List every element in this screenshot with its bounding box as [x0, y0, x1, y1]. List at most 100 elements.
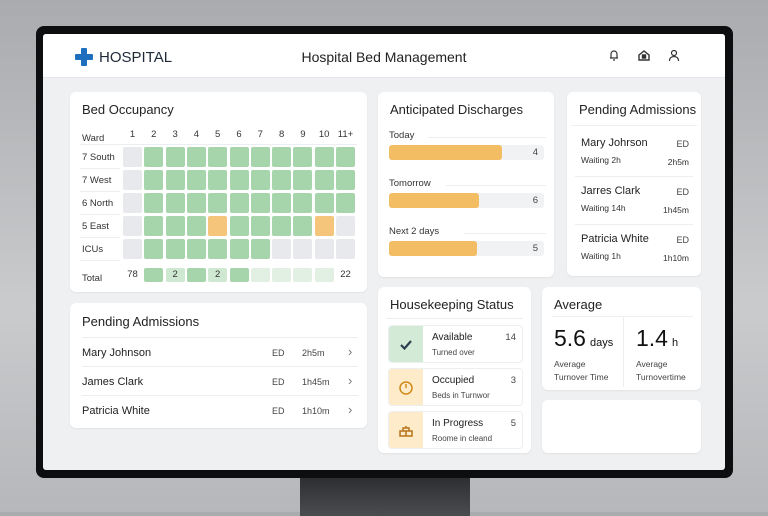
- bed-cell[interactable]: [186, 193, 206, 213]
- bed-cell[interactable]: [336, 170, 355, 190]
- bed-cell[interactable]: [186, 147, 206, 167]
- bed-cell[interactable]: [293, 170, 313, 190]
- bed-cell[interactable]: [229, 193, 249, 213]
- bed-cell[interactable]: [314, 216, 334, 236]
- table-row[interactable]: Patricia White ED 1h10m ›: [82, 395, 358, 424]
- bed-cell[interactable]: [229, 239, 249, 259]
- bed-cell[interactable]: [208, 193, 228, 213]
- bed-cell[interactable]: [123, 170, 142, 190]
- logo[interactable]: HOSPITAL: [75, 48, 172, 66]
- bed-cell[interactable]: [165, 216, 185, 236]
- bed-cell[interactable]: [293, 193, 313, 213]
- bed-cell[interactable]: [186, 239, 206, 259]
- bed-cell[interactable]: [229, 147, 249, 167]
- bed-cell[interactable]: [208, 147, 228, 167]
- bed-occupancy-card: Bed Occupancy Ward 1 2 3 4 5 6 7 8 9 10 11+ 7 South 7…: [70, 92, 367, 292]
- bed-cell[interactable]: [272, 170, 292, 190]
- column-header: 7: [257, 129, 263, 140]
- source: ED: [272, 377, 285, 387]
- list-item[interactable]: Jarres Clark ED Waiting 14h 1h45m: [581, 185, 693, 215]
- bed-cell[interactable]: [336, 147, 355, 167]
- bed-cell[interactable]: [123, 193, 142, 213]
- bed-cell[interactable]: [229, 170, 249, 190]
- housekeeping-item[interactable]: Occupied Beds in Turnwor 3: [388, 368, 523, 406]
- metric-number: 5.6: [554, 325, 586, 351]
- bed-cell[interactable]: [314, 147, 334, 167]
- wait-text: Waiting 14h: [581, 203, 626, 213]
- divider: [80, 214, 120, 215]
- discharge-bar: 6: [389, 193, 544, 208]
- patient-name: Mary Johnson: [82, 347, 152, 359]
- metric-unit: days: [589, 337, 614, 349]
- bed-cell[interactable]: [314, 170, 334, 190]
- bed-cell[interactable]: [272, 193, 292, 213]
- bed-cell[interactable]: [144, 239, 164, 259]
- wait-time: 2h5m: [667, 157, 689, 167]
- bed-cell[interactable]: [250, 239, 270, 259]
- divider: [446, 185, 546, 186]
- bed-cell[interactable]: [144, 170, 164, 190]
- bed-cell[interactable]: [186, 170, 206, 190]
- user-icon[interactable]: [667, 48, 681, 62]
- bed-cell[interactable]: [165, 170, 185, 190]
- divider: [80, 191, 120, 192]
- bed-cell[interactable]: [272, 147, 292, 167]
- metric-label-line2: Turnovertime: [636, 372, 686, 382]
- bed-cell[interactable]: [165, 239, 185, 259]
- table-row[interactable]: Mary Johnson ED 2h5m ›: [82, 337, 358, 366]
- bed-cell[interactable]: [272, 216, 292, 236]
- status-count: 14: [505, 332, 516, 343]
- source: ED: [272, 348, 285, 358]
- bed-cell[interactable]: [314, 239, 334, 259]
- bed-cell[interactable]: [336, 193, 355, 213]
- divider: [428, 137, 546, 138]
- total-cell: 78: [127, 269, 138, 280]
- total-row: Total 78 2 2 22: [80, 268, 360, 291]
- bed-cell[interactable]: [123, 147, 142, 167]
- bed-cell[interactable]: [144, 193, 164, 213]
- bed-cell[interactable]: [250, 216, 270, 236]
- bed-cell[interactable]: [314, 193, 334, 213]
- bed-cell[interactable]: [229, 216, 249, 236]
- total-cell: [144, 268, 164, 282]
- bed-cell[interactable]: [250, 147, 270, 167]
- grid-header-row: Ward 1 2 3 4 5 6 7 8 9 10 11+: [80, 128, 360, 151]
- bed-cell[interactable]: [250, 193, 270, 213]
- bed-cell[interactable]: [208, 239, 228, 259]
- bed-cell[interactable]: [336, 216, 355, 236]
- bed-cell[interactable]: [208, 170, 228, 190]
- bed-cell[interactable]: [336, 239, 355, 259]
- bell-icon[interactable]: [607, 48, 621, 62]
- bed-cell[interactable]: [250, 170, 270, 190]
- home-icon[interactable]: [637, 48, 651, 62]
- card-title: Pending Admissions: [579, 102, 697, 117]
- bed-cell[interactable]: [144, 216, 164, 236]
- bed-cell[interactable]: [123, 216, 142, 236]
- metric-label: Average Turnovertime: [636, 358, 714, 384]
- bed-cell[interactable]: [272, 239, 292, 259]
- bed-cell[interactable]: [123, 239, 142, 259]
- card-title: Anticipated Discharges: [390, 102, 523, 117]
- patient-name: Jarres Clark: [581, 185, 641, 197]
- pending-admissions-card: Pending Admissions Mary Johnson ED 2h5m › Ja…: [70, 303, 367, 428]
- bed-cell[interactable]: [293, 239, 313, 259]
- bed-cell[interactable]: [293, 216, 313, 236]
- list-item[interactable]: Mary Johrson ED Waiting 2h 2h5m: [581, 137, 693, 167]
- bed-cell[interactable]: [186, 216, 206, 236]
- chevron-right-icon[interactable]: ›: [348, 344, 353, 359]
- bed-cell[interactable]: [293, 147, 313, 167]
- housekeeping-item[interactable]: In Progress Roome in cleand 5: [388, 411, 523, 449]
- screen: HOSPITAL Hospital Bed Management Bed Occ…: [43, 34, 725, 470]
- housekeeping-item[interactable]: Available Turned over 14: [388, 325, 523, 363]
- bed-cell[interactable]: [165, 147, 185, 167]
- chevron-right-icon[interactable]: ›: [348, 373, 353, 388]
- bed-cell[interactable]: [165, 193, 185, 213]
- chevron-right-icon[interactable]: ›: [348, 402, 353, 417]
- table-row[interactable]: James Clark ED 1h45m ›: [82, 366, 358, 395]
- list-item[interactable]: Patricia White ED Waiting 1h 1h10m: [581, 233, 693, 263]
- ward-row: 7 South: [80, 147, 360, 170]
- bed-cell[interactable]: [208, 216, 228, 236]
- status-count: 3: [510, 375, 516, 386]
- bed-cell[interactable]: [144, 147, 164, 167]
- total-label: Total: [82, 273, 103, 284]
